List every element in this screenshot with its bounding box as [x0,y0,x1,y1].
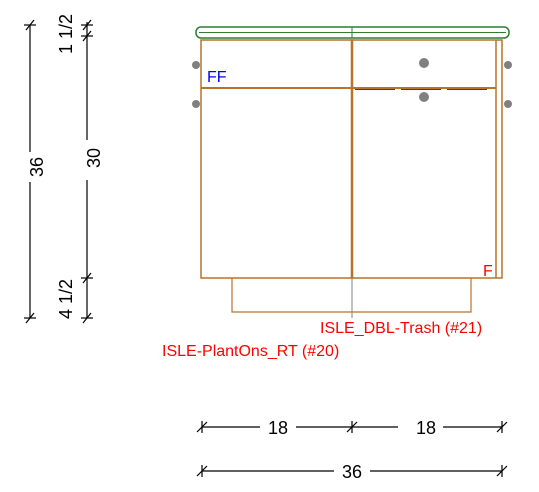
dimension-bottom-split [196,421,508,433]
dimension-left-bottom-label: 4 1/2 [56,279,76,319]
dimension-left-stack [81,19,93,324]
ff-mark: FF [207,69,227,86]
dimension-left-total-label: 36 [27,157,47,177]
knob-left-lower [192,100,200,108]
knob-right-lower [504,100,512,108]
knob-door [419,92,429,102]
dimension-left-total [24,19,36,324]
knob-right-upper [504,61,512,69]
dimension-left-mid-label: 30 [84,148,104,168]
knob-drawer [419,58,429,68]
planton-label: ISLE-PlantOns_RT (#20) [162,343,339,360]
dimension-bottom-left-label: 18 [268,418,288,438]
cabinet-right [351,39,503,279]
dimension-left-top-label: 1 1/2 [56,14,76,54]
f-mark: F [483,263,493,280]
dimension-bottom-right-label: 18 [416,418,436,438]
dimension-bottom-total-label: 36 [342,462,362,482]
trash-label: ISLE_DBL-Trash (#21) [320,320,482,337]
hardware-knobs [192,58,512,108]
dimension-bottom-total [196,465,508,477]
knob-left-upper [192,61,200,69]
